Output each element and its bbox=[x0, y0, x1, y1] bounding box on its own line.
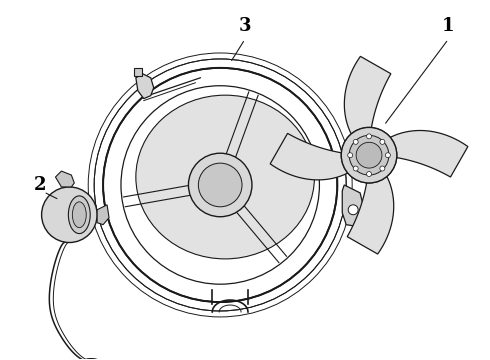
Circle shape bbox=[380, 139, 385, 144]
Polygon shape bbox=[342, 185, 364, 227]
Circle shape bbox=[356, 142, 382, 168]
Text: 3: 3 bbox=[239, 17, 251, 35]
Circle shape bbox=[347, 133, 391, 177]
Circle shape bbox=[386, 153, 391, 158]
Circle shape bbox=[348, 153, 353, 158]
Polygon shape bbox=[55, 171, 74, 187]
Polygon shape bbox=[134, 68, 142, 76]
Circle shape bbox=[367, 172, 371, 176]
Circle shape bbox=[353, 139, 358, 144]
Circle shape bbox=[380, 166, 385, 171]
Text: 2: 2 bbox=[33, 176, 46, 194]
Circle shape bbox=[353, 139, 358, 144]
Circle shape bbox=[198, 163, 242, 207]
Polygon shape bbox=[347, 176, 394, 254]
Circle shape bbox=[386, 153, 391, 158]
Text: 1: 1 bbox=[442, 17, 455, 35]
Polygon shape bbox=[344, 57, 391, 134]
Circle shape bbox=[189, 153, 252, 217]
Circle shape bbox=[353, 139, 385, 171]
Circle shape bbox=[348, 153, 353, 158]
Circle shape bbox=[367, 172, 371, 176]
Circle shape bbox=[341, 127, 397, 183]
Circle shape bbox=[367, 134, 371, 139]
Circle shape bbox=[42, 187, 97, 243]
Ellipse shape bbox=[69, 196, 90, 234]
Ellipse shape bbox=[77, 359, 105, 360]
Polygon shape bbox=[270, 133, 348, 180]
Circle shape bbox=[353, 166, 358, 171]
Ellipse shape bbox=[136, 95, 315, 259]
Polygon shape bbox=[391, 130, 468, 177]
Circle shape bbox=[348, 205, 358, 215]
Circle shape bbox=[353, 166, 358, 171]
Circle shape bbox=[341, 127, 397, 183]
Circle shape bbox=[367, 134, 371, 139]
Circle shape bbox=[380, 166, 385, 171]
Circle shape bbox=[349, 135, 389, 175]
Polygon shape bbox=[136, 74, 154, 99]
Circle shape bbox=[380, 139, 385, 144]
Circle shape bbox=[359, 145, 379, 165]
Ellipse shape bbox=[73, 202, 86, 228]
Polygon shape bbox=[97, 205, 109, 225]
